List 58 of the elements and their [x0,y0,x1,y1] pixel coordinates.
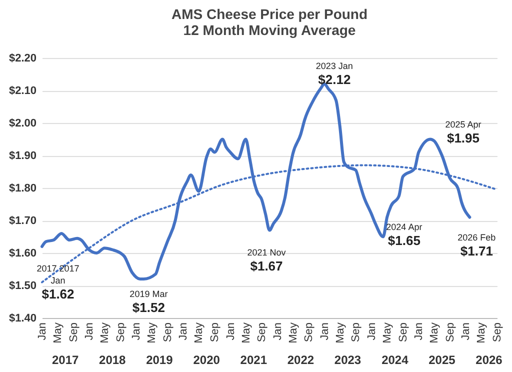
x-tick-label: Sep [162,322,174,342]
x-tick-label: Sep [68,322,80,342]
x-tick-label: Sep [303,322,316,342]
y-tick-label: $2.20 [8,52,36,64]
x-tick-label: May [476,322,488,344]
chart-title: AMS Cheese Price per Pound [171,6,368,22]
y-tick-label: $1.50 [8,280,36,292]
x-tick-label: May [240,322,252,344]
x-tick-label: Jan [460,322,472,340]
annotation: 2017 2017 Jan $1.62 [36,264,80,302]
x-tick-label: Jan [36,322,48,340]
x-tick-label: May [334,322,346,344]
x-tick-label: Sep [397,322,410,342]
text: 2017 [52,353,79,367]
x-tick-label: Jan [272,322,284,340]
text: 2018 [99,353,126,367]
x-tick-label: Jan [366,322,378,340]
annotation: 2021 Nov $1.67 [247,247,286,274]
x-tick-label: May [287,322,300,344]
text: 2025 [428,353,456,367]
y-tick-label: $1.60 [8,248,36,260]
annotation: 2026 Feb $1.71 [458,232,496,258]
y-tick-label: $1.40 [8,312,36,324]
annotation: 2023 Jan $2.12 [316,61,353,87]
x-tick-label: Jan [130,322,143,340]
y-tick-label: $2.10 [8,85,36,97]
x-tick-label: May [146,322,158,344]
text: 2022 [287,353,314,367]
x-tick-label: Jan [84,322,96,340]
x-tick-label: Sep [492,322,504,342]
annotation: 2024 Apr $1.65 [386,222,422,248]
y-tick-label: $1.80 [8,182,36,194]
x-tick-label: Jan [224,322,237,340]
text: 2023 [334,353,362,367]
x-tick-label: Sep [209,322,222,342]
text: 2026 [476,353,503,367]
y-tick-label: $1.70 [8,215,36,227]
annotation: 2025 Apr $1.95 [445,119,482,146]
x-tick-label: Sep [444,322,456,342]
x-tick-label: Jan [413,322,426,340]
annotation: 2019 Mar $1.52 [130,289,168,315]
y-tick-label: $2.00 [8,118,36,130]
x-tick-label: May [428,322,441,344]
text: 2019 [146,353,174,367]
x-tick-label: Sep [114,322,127,342]
x-tick-label: Sep [350,322,362,342]
x-tick-label: May [382,322,394,344]
text: 2024 [382,353,409,367]
text: 2020 [193,353,220,367]
y-tick-label: $1.90 [8,150,36,162]
chart-subtitle: 12 Month Moving Average [183,22,356,38]
x-tick-label: May [193,322,206,344]
x-tick-label: Jan [318,322,331,340]
x-tick-label: May [52,322,64,344]
x-tick-label: Jan [178,322,190,340]
x-tick-label: May [99,322,112,344]
x-tick-label: Sep [256,322,268,342]
text: 2021 [240,353,268,367]
